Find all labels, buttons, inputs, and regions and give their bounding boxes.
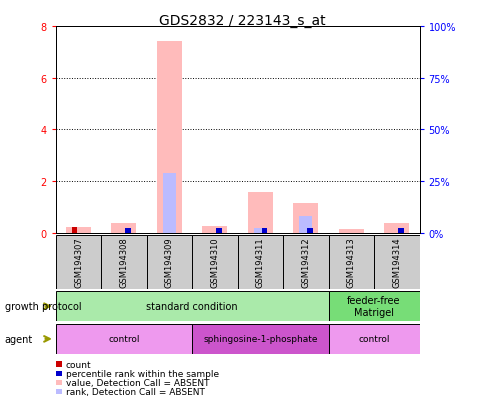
Text: feeder-free
Matrigel: feeder-free Matrigel — [347, 296, 400, 317]
Text: GSM194310: GSM194310 — [210, 237, 219, 287]
Bar — [72, 228, 77, 233]
Bar — [293, 204, 318, 233]
Bar — [261, 229, 267, 233]
Bar — [283, 235, 328, 289]
Text: GSM194307: GSM194307 — [74, 237, 83, 287]
Bar — [157, 42, 182, 233]
Text: GSM194314: GSM194314 — [392, 237, 400, 287]
Bar — [56, 324, 192, 354]
Text: GDS2832 / 223143_s_at: GDS2832 / 223143_s_at — [159, 14, 325, 28]
Bar — [383, 223, 408, 233]
Bar — [247, 192, 272, 233]
Bar — [397, 228, 403, 233]
Bar — [328, 292, 419, 321]
Bar — [237, 235, 283, 289]
Bar — [101, 235, 146, 289]
Bar — [254, 229, 266, 233]
Bar — [338, 229, 363, 233]
Text: GSM194309: GSM194309 — [165, 237, 174, 287]
Bar — [192, 235, 237, 289]
Text: GSM194311: GSM194311 — [256, 237, 264, 287]
Text: GSM194313: GSM194313 — [346, 237, 355, 287]
Text: value, Detection Call = ABSENT: value, Detection Call = ABSENT — [66, 378, 209, 387]
Bar — [66, 228, 91, 233]
Bar — [125, 228, 131, 233]
Text: control: control — [358, 335, 389, 344]
Text: rank, Detection Call = ABSENT: rank, Detection Call = ABSENT — [66, 387, 204, 396]
Bar — [163, 174, 175, 233]
Text: growth protocol: growth protocol — [5, 301, 81, 311]
Text: GSM194312: GSM194312 — [301, 237, 310, 287]
Bar — [373, 235, 419, 289]
Text: percentile rank within the sample: percentile rank within the sample — [66, 369, 219, 378]
Text: standard condition: standard condition — [146, 301, 238, 311]
Text: count: count — [66, 360, 91, 369]
Bar — [299, 216, 312, 233]
Bar — [111, 223, 136, 233]
Bar — [192, 324, 328, 354]
Bar — [56, 292, 328, 321]
Text: sphingosine-1-phosphate: sphingosine-1-phosphate — [203, 335, 317, 344]
Text: GSM194308: GSM194308 — [119, 237, 128, 287]
Bar — [328, 324, 419, 354]
Bar — [146, 235, 192, 289]
Bar — [328, 235, 373, 289]
Bar — [56, 235, 101, 289]
Bar — [216, 229, 221, 233]
Bar — [306, 228, 312, 233]
Text: agent: agent — [5, 334, 33, 344]
Bar — [202, 226, 227, 233]
Text: control: control — [108, 335, 139, 344]
